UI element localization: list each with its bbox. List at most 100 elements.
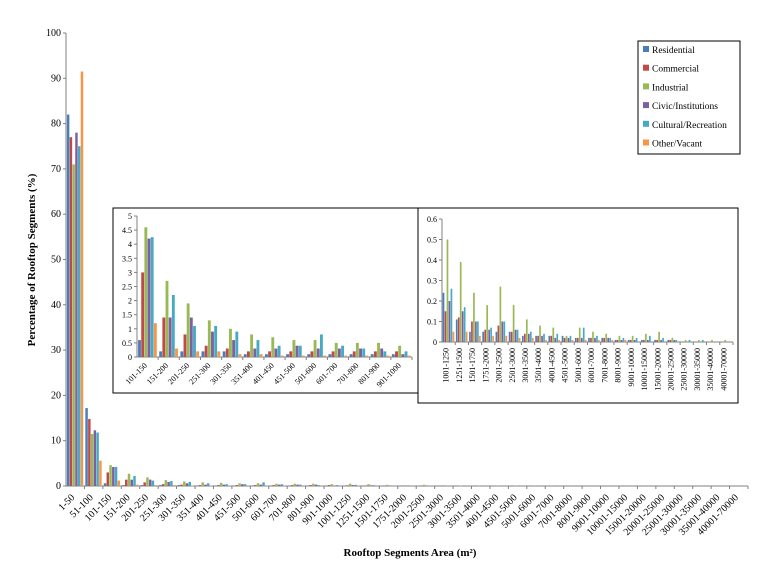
- main-bar-industrial: [422, 484, 426, 486]
- main-y-tick-label: 90: [51, 73, 61, 84]
- inset2-bar-other-vacant: [545, 339, 547, 342]
- inset2-bar-commercial: [576, 337, 579, 342]
- inset2-bar-residential: [455, 319, 458, 342]
- inset2-bar-cultural-recreation: [503, 321, 506, 342]
- inset1-bar-other-vacant: [175, 348, 178, 357]
- inset2-x-tick-label: 2501-3000: [508, 348, 517, 383]
- inset1-bar-commercial: [225, 348, 229, 357]
- inset2-bar-industrial: [711, 339, 713, 342]
- main-bar-industrial: [219, 482, 223, 486]
- inset2-bar-other-vacant: [584, 339, 587, 342]
- inset2-bar-civic-institutions: [660, 339, 662, 342]
- inset2-x-tick-label: 6001-7000: [587, 348, 596, 383]
- main-bar-industrial: [238, 483, 241, 486]
- inset2-bar-cultural-recreation: [596, 335, 598, 342]
- inset2-x-tick-label: 35001-40000: [706, 348, 715, 391]
- inset2-bar-other-vacant: [558, 339, 561, 342]
- inset1-bar-cultural-recreation: [193, 325, 196, 357]
- inset-left-frame: [112, 207, 419, 394]
- inset2-bar-other-vacant: [531, 337, 534, 342]
- main-bar-cultural-recreation: [207, 483, 210, 486]
- main-bar-civic-institutions: [259, 484, 262, 486]
- inset2-bar-residential: [627, 339, 630, 342]
- inset1-bar-industrial: [355, 342, 359, 357]
- inset2-bar-industrial: [684, 339, 687, 342]
- inset2-bar-commercial: [603, 337, 606, 342]
- inset2-bar-industrial: [499, 286, 502, 342]
- inset1-bar-cultural-recreation: [150, 237, 154, 357]
- inset1-bar-commercial: [183, 334, 187, 357]
- main-y-tick-label: 70: [51, 164, 61, 175]
- main-bar-commercial: [327, 485, 331, 486]
- main-bar-cultural-recreation: [188, 481, 192, 486]
- main-bar-commercial: [272, 485, 275, 486]
- legend-swatch-other-vacant: [643, 139, 649, 146]
- inset1-y-tick-label: 3: [128, 268, 132, 277]
- main-bar-commercial: [106, 472, 110, 486]
- main-bar-civic-institutions: [93, 430, 97, 486]
- main-bar-other-vacant: [80, 71, 84, 486]
- inset2-bar-industrial: [724, 339, 727, 342]
- inset2-bar-cultural-recreation: [490, 327, 492, 342]
- inset2-bar-cultural-recreation: [477, 321, 479, 342]
- main-bar-other-vacant: [154, 485, 157, 486]
- inset1-y-tick-label: 0.5: [122, 339, 132, 348]
- inset1-bar-residential: [138, 340, 141, 357]
- main-bar-cultural-recreation: [77, 146, 81, 486]
- main-bar-cultural-recreation: [336, 485, 339, 486]
- inset2-x-tick-label: 1751-2000: [481, 348, 490, 383]
- inset1-bar-industrial: [186, 303, 190, 357]
- legend-label-cultural-recreation: Cultural/Recreation: [652, 121, 727, 131]
- inset1-bar-cultural-recreation: [383, 351, 387, 357]
- inset1-bar-residential: [222, 351, 226, 357]
- inset2-bar-commercial: [471, 321, 473, 342]
- inset2-bar-cultural-recreation: [450, 288, 453, 342]
- inset2-x-tick-label: 1251-1500: [455, 348, 464, 383]
- inset2-bar-commercial: [590, 337, 592, 342]
- main-bar-residential: [177, 485, 180, 486]
- inset2-bar-commercial: [537, 335, 539, 342]
- main-bar-commercial: [69, 137, 73, 486]
- inset2-bar-industrial: [631, 335, 634, 342]
- inset1-bar-residential: [201, 351, 205, 357]
- main-bar-industrial: [404, 485, 407, 486]
- inset1-bar-other-vacant: [323, 355, 327, 357]
- inset2-bar-cultural-recreation: [662, 337, 664, 342]
- legend-label-civic-institutions: Civic/Institutions: [652, 102, 718, 112]
- inset2-bar-civic-institutions: [647, 339, 649, 342]
- inset1-bar-residential: [370, 354, 374, 357]
- inset2-bar-commercial: [669, 339, 672, 342]
- inset2-bar-civic-institutions: [673, 339, 676, 342]
- inset2-bar-civic-institutions: [620, 339, 623, 342]
- inset1-bar-commercial: [204, 345, 208, 357]
- inset2-bar-commercial: [457, 317, 460, 342]
- inset1-bar-civic-institutions: [211, 331, 214, 357]
- main-bar-civic-institutions: [277, 484, 281, 486]
- inset2-bar-civic-institutions: [501, 321, 504, 342]
- inset1-bar-industrial: [250, 334, 254, 357]
- inset2-x-tick-label: 1001-1250: [442, 348, 451, 383]
- inset2-x-tick-label: 5001-6000: [574, 348, 583, 383]
- main-bar-cultural-recreation: [243, 484, 247, 486]
- main-bar-industrial: [275, 483, 278, 486]
- main-bar-civic-institutions: [241, 484, 244, 486]
- inset1-bar-civic-institutions: [189, 317, 193, 357]
- inset1-bar-other-vacant: [407, 355, 411, 357]
- main-bar-cultural-recreation: [151, 480, 155, 486]
- inset2-x-tick-label: 4001-4500: [547, 348, 556, 383]
- inset1-bar-other-vacant: [365, 355, 369, 357]
- inset1-bar-industrial: [398, 345, 402, 357]
- inset2-bar-civic-institutions: [461, 311, 464, 342]
- main-bar-civic-institutions: [112, 466, 115, 486]
- inset2-bar-industrial: [525, 319, 528, 342]
- main-bar-industrial: [312, 483, 315, 486]
- inset1-y-tick-label: 1: [128, 325, 132, 334]
- inset2-bar-other-vacant: [505, 335, 508, 342]
- inset1-bar-residential: [349, 354, 353, 357]
- main-bar-civic-institutions: [296, 484, 299, 486]
- main-bar-cultural-recreation: [170, 481, 173, 486]
- inset2-bar-commercial: [510, 331, 513, 342]
- inset2-bar-commercial: [643, 339, 645, 342]
- main-bar-industrial: [330, 484, 333, 486]
- inset1-y-tick-label: 2: [128, 297, 132, 306]
